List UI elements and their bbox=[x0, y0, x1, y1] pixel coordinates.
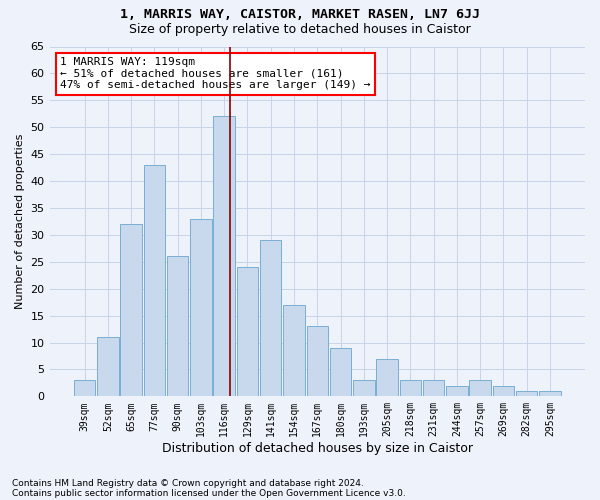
Bar bbox=[330, 348, 351, 397]
Bar bbox=[307, 326, 328, 396]
Bar bbox=[214, 116, 235, 396]
Bar bbox=[190, 218, 212, 396]
Bar bbox=[400, 380, 421, 396]
X-axis label: Distribution of detached houses by size in Caistor: Distribution of detached houses by size … bbox=[162, 442, 473, 455]
Text: Contains HM Land Registry data © Crown copyright and database right 2024.: Contains HM Land Registry data © Crown c… bbox=[12, 478, 364, 488]
Bar bbox=[376, 358, 398, 397]
Bar bbox=[283, 305, 305, 396]
Y-axis label: Number of detached properties: Number of detached properties bbox=[15, 134, 25, 309]
Bar bbox=[539, 391, 560, 396]
Bar bbox=[237, 267, 258, 396]
Bar bbox=[446, 386, 467, 396]
Text: 1, MARRIS WAY, CAISTOR, MARKET RASEN, LN7 6JJ: 1, MARRIS WAY, CAISTOR, MARKET RASEN, LN… bbox=[120, 8, 480, 20]
Text: Contains public sector information licensed under the Open Government Licence v3: Contains public sector information licen… bbox=[12, 488, 406, 498]
Bar bbox=[260, 240, 281, 396]
Bar bbox=[516, 391, 538, 396]
Bar bbox=[353, 380, 374, 396]
Bar bbox=[143, 165, 165, 396]
Bar bbox=[469, 380, 491, 396]
Bar bbox=[423, 380, 445, 396]
Bar bbox=[493, 386, 514, 396]
Bar bbox=[167, 256, 188, 396]
Bar bbox=[97, 337, 119, 396]
Bar bbox=[74, 380, 95, 396]
Text: 1 MARRIS WAY: 119sqm
← 51% of detached houses are smaller (161)
47% of semi-deta: 1 MARRIS WAY: 119sqm ← 51% of detached h… bbox=[60, 57, 371, 90]
Text: Size of property relative to detached houses in Caistor: Size of property relative to detached ho… bbox=[129, 22, 471, 36]
Bar bbox=[121, 224, 142, 396]
